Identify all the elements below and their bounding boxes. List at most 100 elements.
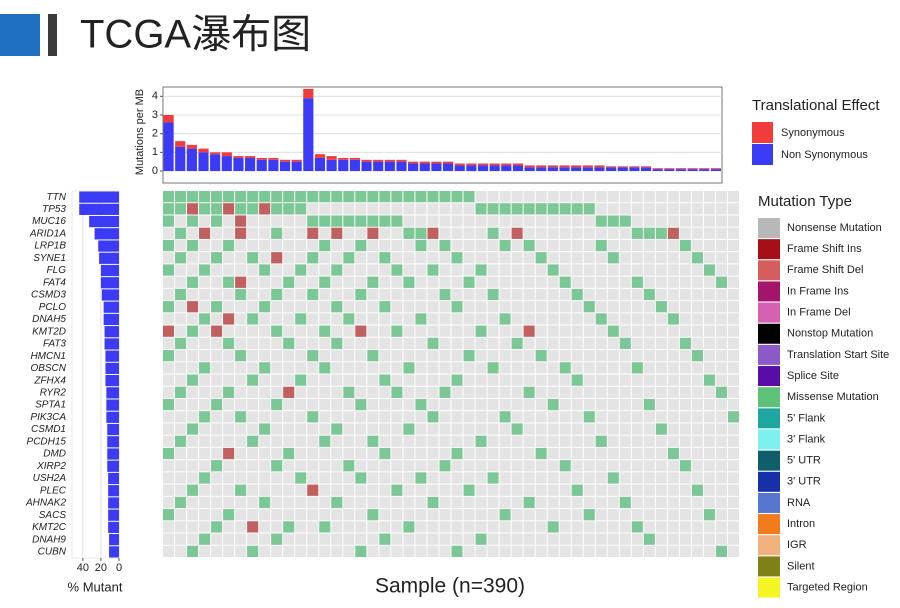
missense-cell bbox=[175, 337, 187, 350]
empty-cell bbox=[559, 435, 571, 447]
empty-cell bbox=[631, 386, 643, 398]
missense-cell bbox=[199, 533, 211, 545]
missense-cell bbox=[511, 203, 523, 215]
empty-cell bbox=[607, 398, 619, 411]
empty-cell bbox=[235, 509, 247, 521]
empty-cell bbox=[247, 496, 259, 509]
missense-cell bbox=[403, 362, 415, 374]
empty-cell bbox=[223, 484, 235, 496]
empty-cell bbox=[559, 411, 571, 423]
empty-cell bbox=[535, 435, 547, 447]
missense-cell bbox=[475, 203, 487, 215]
empty-cell bbox=[667, 276, 679, 288]
missense-cell bbox=[319, 276, 331, 288]
legend-swatch bbox=[758, 450, 780, 471]
empty-cell bbox=[703, 301, 715, 313]
empty-cell bbox=[535, 227, 547, 239]
empty-cell bbox=[715, 374, 727, 386]
tmb-bar bbox=[582, 167, 593, 171]
empty-cell bbox=[655, 239, 667, 252]
empty-cell bbox=[259, 374, 271, 386]
empty-cell bbox=[583, 313, 595, 325]
empty-cell bbox=[619, 362, 631, 374]
empty-cell bbox=[523, 301, 535, 313]
empty-cell bbox=[451, 386, 463, 398]
gene-label: AHNAK2 bbox=[25, 498, 66, 509]
empty-cell bbox=[295, 545, 307, 557]
empty-cell bbox=[715, 215, 727, 227]
missense-cell bbox=[655, 301, 667, 313]
missense-cell bbox=[295, 374, 307, 386]
empty-cell bbox=[439, 203, 451, 215]
missense-cell bbox=[631, 362, 643, 374]
empty-cell bbox=[535, 313, 547, 325]
empty-cell bbox=[391, 533, 403, 545]
empty-cell bbox=[319, 496, 331, 509]
empty-cell bbox=[559, 252, 571, 264]
empty-cell bbox=[271, 276, 283, 288]
empty-cell bbox=[619, 288, 631, 301]
empty-cell bbox=[187, 313, 199, 325]
missense-cell bbox=[487, 362, 499, 374]
missense-cell bbox=[247, 203, 259, 215]
missense-cell bbox=[319, 239, 331, 252]
empty-cell bbox=[223, 460, 235, 472]
empty-cell bbox=[523, 398, 535, 411]
empty-cell bbox=[223, 215, 235, 227]
percent-bar bbox=[107, 448, 119, 460]
empty-cell bbox=[667, 215, 679, 227]
empty-cell bbox=[475, 301, 487, 313]
empty-cell bbox=[643, 337, 655, 350]
empty-cell bbox=[619, 435, 631, 447]
empty-cell bbox=[703, 191, 715, 203]
empty-cell bbox=[211, 411, 223, 423]
empty-cell bbox=[391, 362, 403, 374]
missense-cell bbox=[475, 264, 487, 276]
empty-cell bbox=[511, 545, 523, 557]
gene-label: OBSCN bbox=[30, 363, 66, 374]
missense-cell bbox=[199, 411, 211, 423]
empty-cell bbox=[295, 533, 307, 545]
empty-cell bbox=[379, 337, 391, 350]
frameshift-cell bbox=[235, 215, 247, 227]
empty-cell bbox=[607, 264, 619, 276]
missense-cell bbox=[367, 350, 379, 362]
empty-cell bbox=[175, 239, 187, 252]
empty-cell bbox=[463, 435, 475, 447]
empty-cell bbox=[643, 386, 655, 398]
empty-cell bbox=[487, 447, 499, 460]
tmb-bar bbox=[699, 168, 710, 170]
empty-cell bbox=[727, 484, 739, 496]
empty-cell bbox=[223, 288, 235, 301]
empty-cell bbox=[391, 509, 403, 521]
empty-cell bbox=[451, 239, 463, 252]
empty-cell bbox=[583, 484, 595, 496]
empty-cell bbox=[703, 325, 715, 337]
empty-cell bbox=[703, 472, 715, 484]
empty-cell bbox=[175, 484, 187, 496]
missense-cell bbox=[415, 472, 427, 484]
empty-cell bbox=[619, 325, 631, 337]
empty-cell bbox=[595, 460, 607, 472]
empty-cell bbox=[319, 252, 331, 264]
empty-cell bbox=[271, 301, 283, 313]
empty-cell bbox=[367, 484, 379, 496]
empty-cell bbox=[463, 313, 475, 325]
missense-cell bbox=[355, 215, 367, 227]
missense-cell bbox=[235, 191, 247, 203]
empty-cell bbox=[439, 435, 451, 447]
empty-cell bbox=[199, 447, 211, 460]
percent-bar bbox=[106, 411, 119, 423]
missense-cell bbox=[175, 252, 187, 264]
empty-cell bbox=[295, 362, 307, 374]
tmb-bar bbox=[710, 168, 721, 170]
empty-cell bbox=[583, 496, 595, 509]
empty-cell bbox=[631, 239, 643, 252]
missense-cell bbox=[175, 227, 187, 239]
missense-cell bbox=[499, 411, 511, 423]
empty-cell bbox=[403, 484, 415, 496]
empty-cell bbox=[415, 509, 427, 521]
percent-bar bbox=[89, 215, 119, 228]
empty-cell bbox=[187, 521, 199, 533]
empty-cell bbox=[547, 227, 559, 239]
